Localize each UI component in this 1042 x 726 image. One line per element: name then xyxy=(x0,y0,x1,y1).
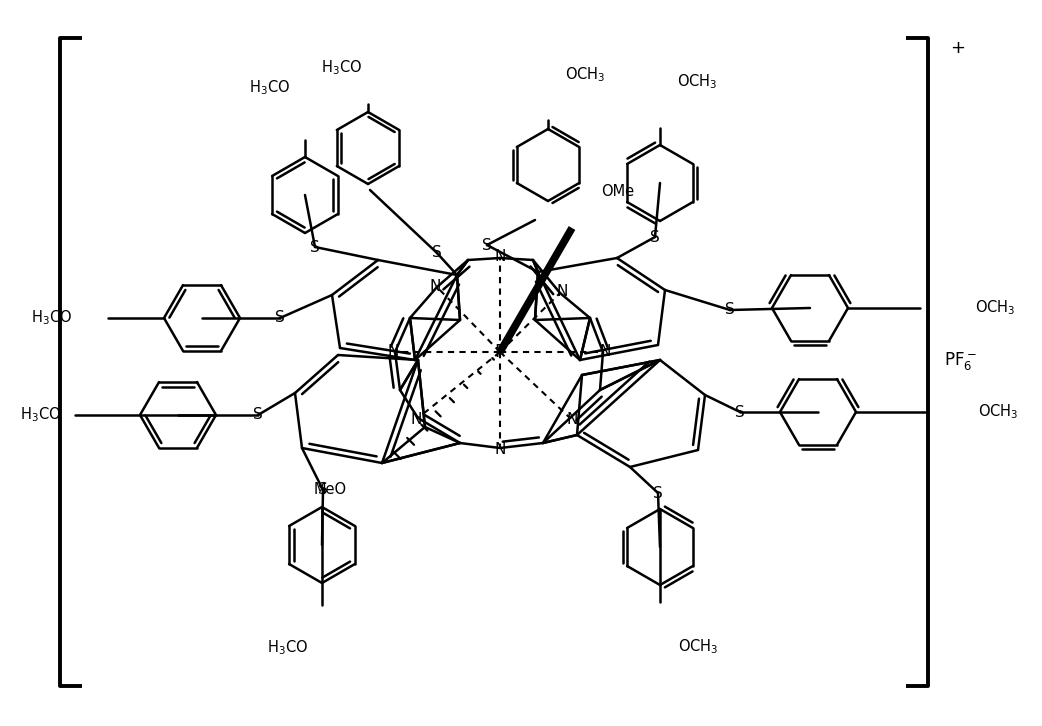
Text: +: + xyxy=(950,39,966,57)
Text: N: N xyxy=(494,443,505,457)
Text: OCH$_3$: OCH$_3$ xyxy=(978,403,1018,421)
Text: S: S xyxy=(735,404,745,420)
Text: N: N xyxy=(566,412,577,426)
Text: S: S xyxy=(275,311,284,325)
Text: N: N xyxy=(411,412,422,426)
Text: N: N xyxy=(494,248,505,264)
Text: N: N xyxy=(388,345,399,359)
Text: H$_3$CO: H$_3$CO xyxy=(322,59,363,78)
Text: N: N xyxy=(556,285,568,300)
Text: N: N xyxy=(429,279,441,293)
Text: S: S xyxy=(653,486,663,500)
Text: S: S xyxy=(253,407,263,423)
Text: S: S xyxy=(432,245,442,261)
Text: P: P xyxy=(495,343,505,361)
Text: S: S xyxy=(650,229,660,245)
Text: OCH$_3$: OCH$_3$ xyxy=(677,637,718,656)
Text: OCH$_3$: OCH$_3$ xyxy=(565,65,605,84)
Text: H$_3$CO: H$_3$CO xyxy=(31,309,73,327)
Text: S: S xyxy=(318,483,328,497)
Text: S: S xyxy=(725,303,735,317)
Text: H$_3$CO: H$_3$CO xyxy=(20,406,61,425)
Text: N: N xyxy=(599,345,611,359)
Text: OCH$_3$: OCH$_3$ xyxy=(676,73,717,91)
Text: H$_3$CO: H$_3$CO xyxy=(268,639,308,657)
Text: PF$_6^-$: PF$_6^-$ xyxy=(944,350,976,372)
Text: S: S xyxy=(482,237,492,253)
Text: MeO: MeO xyxy=(314,483,347,497)
Text: S: S xyxy=(311,240,320,255)
Text: OMe: OMe xyxy=(601,184,635,200)
Text: OCH$_3$: OCH$_3$ xyxy=(975,298,1016,317)
Text: H$_3$CO: H$_3$CO xyxy=(249,78,291,97)
